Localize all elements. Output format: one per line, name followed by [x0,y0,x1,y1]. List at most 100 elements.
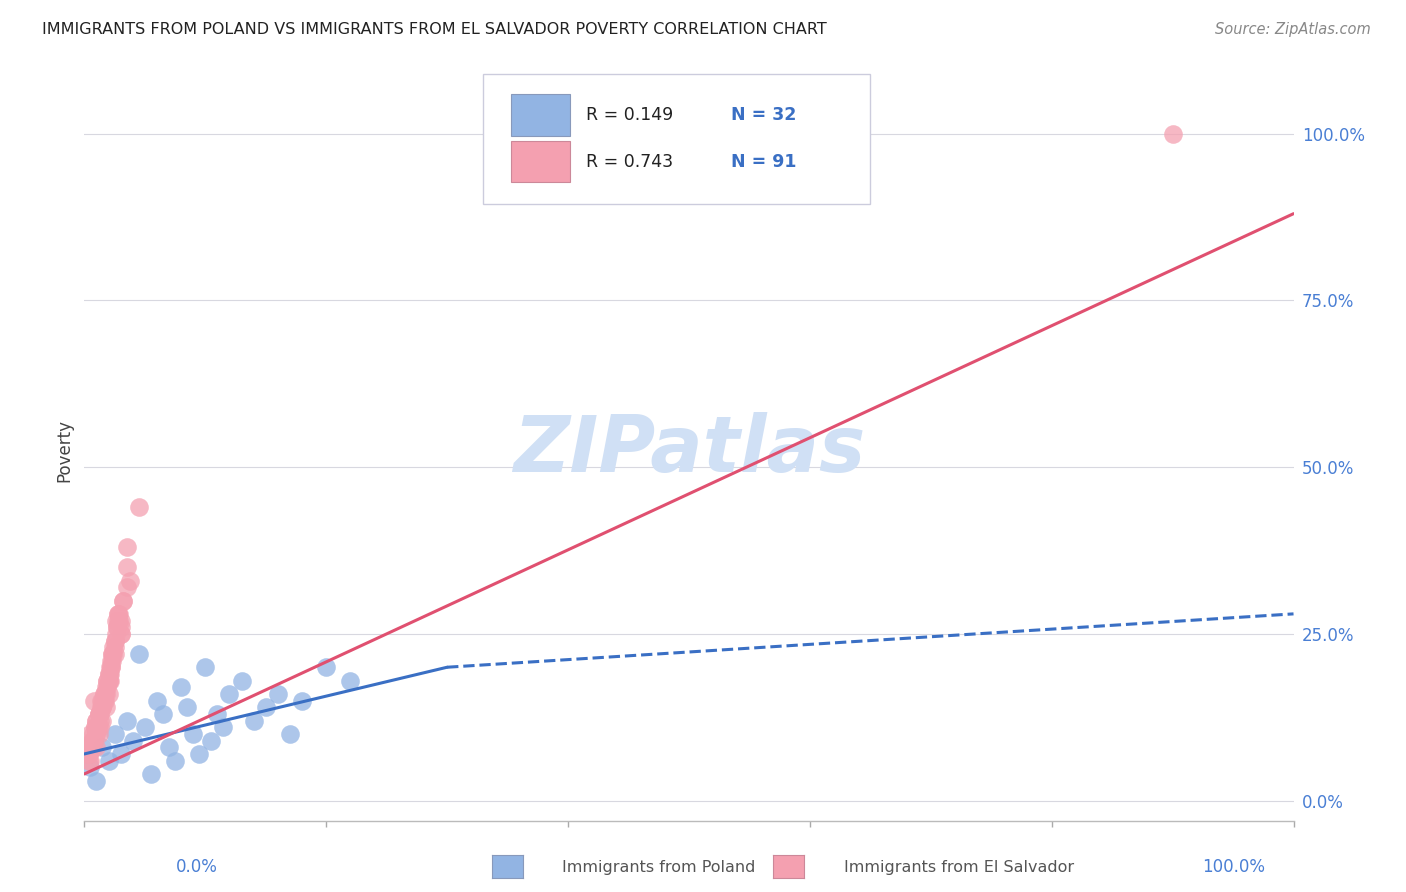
Text: Source: ZipAtlas.com: Source: ZipAtlas.com [1215,22,1371,37]
Point [176,700,198,714]
Point [107,607,129,621]
Point [89,706,111,721]
Point [83,733,105,747]
Point [105,620,128,634]
Point [165,754,187,768]
Point [291,693,314,707]
Point [94,687,117,701]
Point [108,614,131,628]
Point [115,580,138,594]
Point [121,733,143,747]
Point [104,640,127,655]
Point [86,714,108,728]
Point [110,747,132,761]
Point [104,727,127,741]
Point [93,687,115,701]
Point [77,740,100,755]
Point [278,727,301,741]
Point [107,607,129,621]
Point [98,673,121,688]
Point [100,660,122,674]
Point [315,660,337,674]
Point [100,654,122,668]
Point [86,740,108,755]
Point [89,720,111,734]
Point [93,693,115,707]
Point [157,740,180,755]
Point [93,687,115,701]
Point [80,740,103,755]
Point [87,706,110,721]
Text: N = 91: N = 91 [731,153,797,170]
Point [91,740,114,755]
Point [139,767,162,781]
FancyBboxPatch shape [484,74,870,204]
FancyBboxPatch shape [512,141,571,183]
FancyBboxPatch shape [512,95,571,136]
Point [101,654,124,668]
Point [152,706,174,721]
Point [97,687,120,701]
Point [103,647,125,661]
Point [110,620,132,634]
Point [96,673,118,688]
Point [267,687,290,701]
Point [218,687,240,701]
Point [104,647,127,661]
Point [84,720,107,734]
Point [94,687,117,701]
Point [86,720,108,734]
Point [82,733,104,747]
Text: 0.0%: 0.0% [176,858,218,876]
Point [107,614,129,628]
Point [194,660,217,674]
Point [170,680,193,694]
Point [90,693,112,707]
Point [91,693,114,707]
Point [1161,127,1184,141]
Point [82,740,104,755]
Point [104,633,127,648]
Point [77,754,100,768]
Point [105,620,128,634]
Text: Immigrants from El Salvador: Immigrants from El Salvador [844,860,1074,874]
Point [86,727,108,741]
Point [86,720,108,734]
Point [254,700,277,714]
Text: R = 0.743: R = 0.743 [586,153,673,170]
Point [96,673,118,688]
Text: N = 32: N = 32 [731,106,797,124]
Point [128,500,150,515]
Point [89,714,111,728]
Point [98,660,121,674]
Point [242,714,264,728]
Point [86,773,108,788]
Text: 100.0%: 100.0% [1202,858,1265,876]
Point [77,747,100,761]
Text: IMMIGRANTS FROM POLAND VS IMMIGRANTS FROM EL SALVADOR POVERTY CORRELATION CHART: IMMIGRANTS FROM POLAND VS IMMIGRANTS FRO… [42,22,827,37]
Point [110,627,132,641]
Point [101,647,124,661]
Point [115,540,138,554]
Point [79,760,101,774]
Point [212,720,235,734]
Point [108,607,131,621]
Point [94,700,117,714]
Point [84,720,107,734]
Point [79,740,101,755]
Point [103,640,125,655]
Point [97,673,120,688]
Point [91,700,114,714]
Point [90,700,112,714]
Point [181,727,204,741]
Point [79,727,101,741]
Point [112,593,135,607]
Point [77,747,100,761]
Point [86,727,108,741]
Point [91,714,114,728]
Point [339,673,361,688]
Point [110,627,132,641]
Point [77,747,100,761]
Point [97,666,120,681]
Point [104,614,127,628]
